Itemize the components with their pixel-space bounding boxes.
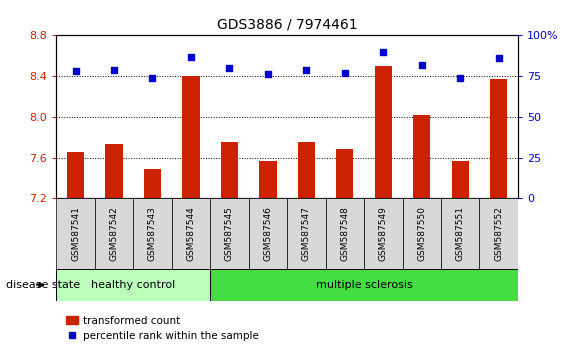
Point xyxy=(302,67,311,73)
Point xyxy=(109,67,118,73)
Text: GSM587542: GSM587542 xyxy=(110,206,118,261)
Text: GSM587541: GSM587541 xyxy=(71,206,80,261)
Point xyxy=(379,49,388,55)
Text: disease state: disease state xyxy=(6,280,80,290)
Point xyxy=(186,54,195,59)
Bar xyxy=(210,269,518,301)
Bar xyxy=(221,142,238,198)
Text: GSM587551: GSM587551 xyxy=(456,206,464,261)
Text: GSM587544: GSM587544 xyxy=(186,206,195,261)
Point xyxy=(71,68,80,74)
Bar xyxy=(182,76,200,198)
Bar xyxy=(298,142,315,198)
Bar xyxy=(325,198,364,269)
Bar xyxy=(95,198,133,269)
Bar xyxy=(413,115,431,198)
Text: multiple sclerosis: multiple sclerosis xyxy=(316,280,413,290)
Text: GSM587547: GSM587547 xyxy=(302,206,311,261)
Text: healthy control: healthy control xyxy=(91,280,175,290)
Text: GSM587550: GSM587550 xyxy=(417,206,426,261)
Bar xyxy=(490,79,507,198)
Bar xyxy=(133,198,172,269)
Bar xyxy=(452,161,469,198)
Bar xyxy=(336,149,354,198)
Bar xyxy=(105,144,123,198)
Text: GSM587543: GSM587543 xyxy=(148,206,157,261)
Point xyxy=(148,75,157,81)
Legend: transformed count, percentile rank within the sample: transformed count, percentile rank withi… xyxy=(61,312,263,345)
Point xyxy=(494,55,503,61)
Text: GSM587545: GSM587545 xyxy=(225,206,234,261)
Title: GDS3886 / 7974461: GDS3886 / 7974461 xyxy=(217,17,358,32)
Point xyxy=(340,70,349,76)
Bar xyxy=(441,198,480,269)
Bar xyxy=(403,198,441,269)
Text: GSM587552: GSM587552 xyxy=(494,206,503,261)
Point xyxy=(455,75,464,81)
Bar xyxy=(56,269,210,301)
Bar xyxy=(56,198,95,269)
Bar xyxy=(259,161,276,198)
Text: GSM587549: GSM587549 xyxy=(379,206,388,261)
Bar xyxy=(480,198,518,269)
Bar xyxy=(144,169,161,198)
Bar xyxy=(172,198,210,269)
Bar xyxy=(249,198,287,269)
Text: GSM587546: GSM587546 xyxy=(263,206,272,261)
Point xyxy=(263,72,272,77)
Bar xyxy=(67,153,84,198)
Bar xyxy=(374,66,392,198)
Point xyxy=(225,65,234,71)
Text: GSM587548: GSM587548 xyxy=(341,206,349,261)
Bar xyxy=(364,198,403,269)
Bar xyxy=(210,198,249,269)
Point xyxy=(417,62,426,68)
Bar xyxy=(287,198,325,269)
